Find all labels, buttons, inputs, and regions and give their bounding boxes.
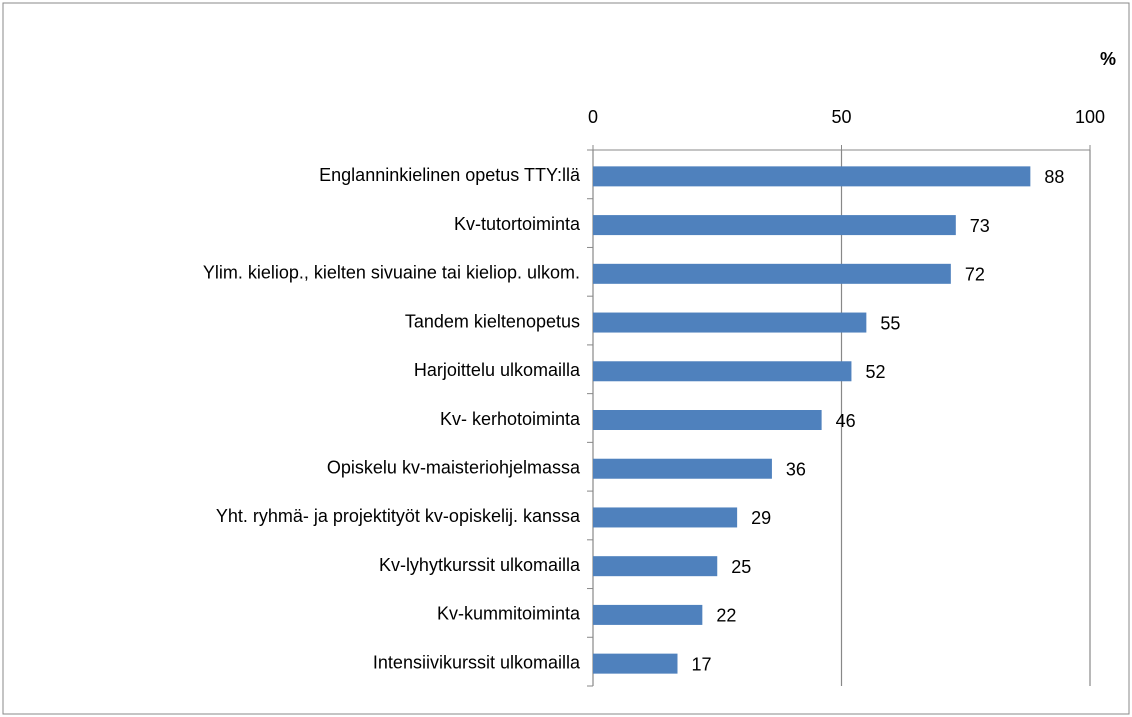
axis-label: % (1100, 49, 1116, 69)
data-label: 36 (786, 459, 806, 479)
y-tick-label: Yht. ryhmä- ja projektityöt kv-opiskelij… (216, 506, 581, 526)
data-label: 52 (865, 362, 885, 382)
data-label: 55 (880, 313, 900, 333)
bar (593, 166, 1031, 187)
data-label: 25 (731, 557, 751, 577)
bar (593, 507, 738, 528)
bar (593, 556, 718, 577)
bar (593, 604, 703, 625)
bar (593, 312, 867, 333)
bar (593, 263, 951, 284)
y-tick-label: Intensiivikurssit ulkomailla (373, 652, 581, 672)
x-tick-label: 0 (588, 107, 598, 127)
y-tick-label: Kv-kummitoiminta (437, 604, 581, 624)
y-tick-label: Opiskelu kv-maisteriohjelmassa (327, 457, 581, 477)
y-tick-label: Kv- kerhotoiminta (440, 409, 581, 429)
data-label: 72 (965, 265, 985, 285)
y-tick-label: Ylim. kieliop., kielten sivuaine tai kie… (203, 263, 580, 283)
bar (593, 653, 678, 674)
bar (593, 458, 772, 479)
y-tick-label: Harjoittelu ulkomailla (414, 360, 581, 380)
data-label: 46 (836, 411, 856, 431)
y-tick-label: Kv-lyhytkurssit ulkomailla (379, 555, 581, 575)
data-label: 88 (1044, 167, 1064, 187)
y-tick-label: Tandem kieltenopetus (405, 311, 580, 331)
data-label: 73 (970, 216, 990, 236)
data-label: 29 (751, 508, 771, 528)
bar (593, 215, 956, 236)
data-label: 22 (716, 606, 736, 626)
x-tick-label: 100 (1075, 107, 1105, 127)
y-tick-label: Englanninkielinen opetus TTY:llä (319, 165, 581, 185)
x-tick-label: 50 (831, 107, 851, 127)
bar (593, 361, 852, 382)
bar (593, 410, 822, 430)
y-tick-label: Kv-tutortoiminta (454, 214, 581, 234)
data-label: 17 (691, 654, 711, 674)
